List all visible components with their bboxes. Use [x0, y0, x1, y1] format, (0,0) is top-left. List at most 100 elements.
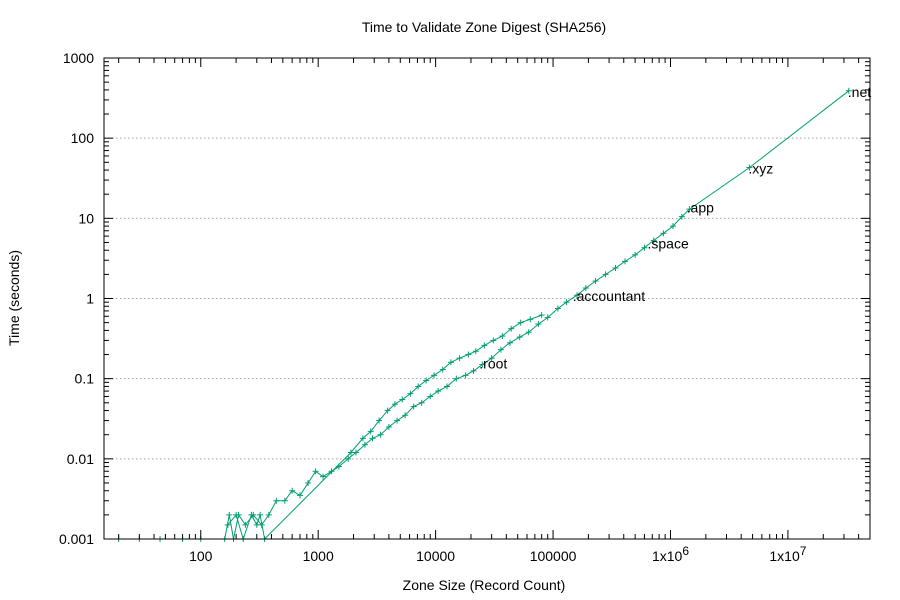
data-point	[415, 383, 422, 390]
y-tick-label: 0.01	[67, 451, 94, 467]
data-point	[273, 497, 280, 504]
data-point	[490, 337, 497, 344]
data-point	[369, 435, 376, 442]
series-line	[227, 314, 542, 541]
x-tick-label-base: 100	[189, 548, 213, 564]
data-point	[453, 375, 460, 382]
data-point	[538, 312, 545, 319]
x-tick-label: 10000	[416, 548, 455, 564]
data-point	[399, 396, 406, 403]
data-point	[641, 244, 648, 251]
y-tick-label: 1000	[63, 50, 94, 66]
x-tick-label-base: 1x10	[652, 548, 683, 564]
x-tick-label: 1x106	[652, 544, 689, 564]
zone-annotation: .xyz	[748, 161, 773, 177]
data-point	[447, 359, 454, 366]
data-point	[465, 351, 472, 358]
data-point	[384, 407, 391, 414]
data-point	[612, 265, 619, 272]
data-point	[602, 271, 609, 278]
x-tick-label: 1000	[303, 548, 334, 564]
y-tick-label: 0.1	[75, 371, 95, 387]
data-point	[574, 292, 581, 299]
x-axis-label: Zone Size (Record Count)	[403, 577, 566, 593]
data-point	[242, 521, 249, 528]
data-point	[385, 423, 392, 430]
data-point	[488, 355, 495, 362]
data-point	[289, 487, 296, 494]
grid-layer	[104, 137, 870, 460]
data-point	[845, 87, 852, 94]
zone-annotation: .space	[648, 235, 689, 251]
data-point	[544, 314, 551, 321]
x-tick-label-exponent: 6	[682, 544, 689, 558]
y-tick-label: 1	[86, 291, 94, 307]
plot-frame	[103, 57, 871, 540]
data-point	[497, 346, 504, 353]
data-point	[367, 428, 374, 435]
data-point	[525, 329, 532, 336]
data-point	[233, 511, 240, 518]
data-point	[361, 441, 368, 448]
data-point	[472, 348, 479, 355]
data-point	[391, 401, 398, 408]
y-tick-label: 100	[71, 130, 95, 146]
zone-annotation: .net	[848, 84, 871, 100]
data-point	[257, 511, 264, 518]
data-point	[320, 473, 327, 480]
chart-title: Time to Validate Zone Digest (SHA256)	[362, 19, 606, 35]
x-tick-label: 100000	[530, 548, 577, 564]
data-point	[517, 319, 524, 326]
x-tick-label: 100	[189, 548, 213, 564]
series-line	[118, 90, 850, 540]
data-point	[394, 417, 401, 424]
data-point	[423, 377, 430, 384]
data-point	[678, 213, 685, 220]
data-point	[563, 299, 570, 306]
data-point	[359, 435, 366, 442]
data-point	[650, 237, 657, 244]
data-point	[660, 230, 667, 237]
zone-annotation: .root	[479, 355, 507, 371]
data-point	[527, 316, 534, 323]
data-point	[347, 449, 354, 456]
data-point	[296, 492, 303, 499]
data-point	[427, 393, 434, 400]
data-point	[410, 403, 417, 410]
data-point	[312, 468, 319, 475]
data-point	[305, 479, 312, 486]
data-point	[407, 390, 414, 397]
data-point	[377, 431, 384, 438]
x-tick-label-exponent: 7	[800, 544, 807, 558]
data-point	[470, 367, 477, 374]
x-tick-label-base: 100000	[530, 548, 577, 564]
x-tick-label: 1x107	[769, 544, 806, 564]
y-tick-label: 0.001	[59, 531, 94, 547]
data-point	[481, 342, 488, 349]
x-tick-label-base: 10000	[416, 548, 455, 564]
data-point	[456, 355, 463, 362]
data-point	[431, 372, 438, 379]
zone-annotation: .accountant	[573, 288, 645, 304]
data-point	[622, 258, 629, 265]
data-point	[582, 285, 589, 292]
series-layer	[115, 87, 852, 542]
annotation-layer: .root .accountant .space .app .xyz .net	[479, 84, 871, 372]
data-point	[435, 388, 442, 395]
data-point	[353, 449, 360, 456]
data-point	[746, 164, 753, 171]
data-point	[516, 334, 523, 341]
x-tick-label-base: 1000	[303, 548, 334, 564]
y-axis-label: Time (seconds)	[6, 250, 22, 346]
tick-layer: 0.001 0.01 0.1 1 10 100 1000 100 1000 10000 100000…	[59, 50, 871, 564]
data-point	[439, 366, 446, 373]
data-point	[253, 521, 260, 528]
data-point	[507, 339, 514, 346]
data-point	[554, 305, 561, 312]
data-point	[479, 361, 486, 368]
data-point	[376, 417, 383, 424]
x-tick-label-base: 1x10	[769, 548, 800, 564]
data-point	[462, 372, 469, 379]
data-point	[669, 223, 676, 230]
